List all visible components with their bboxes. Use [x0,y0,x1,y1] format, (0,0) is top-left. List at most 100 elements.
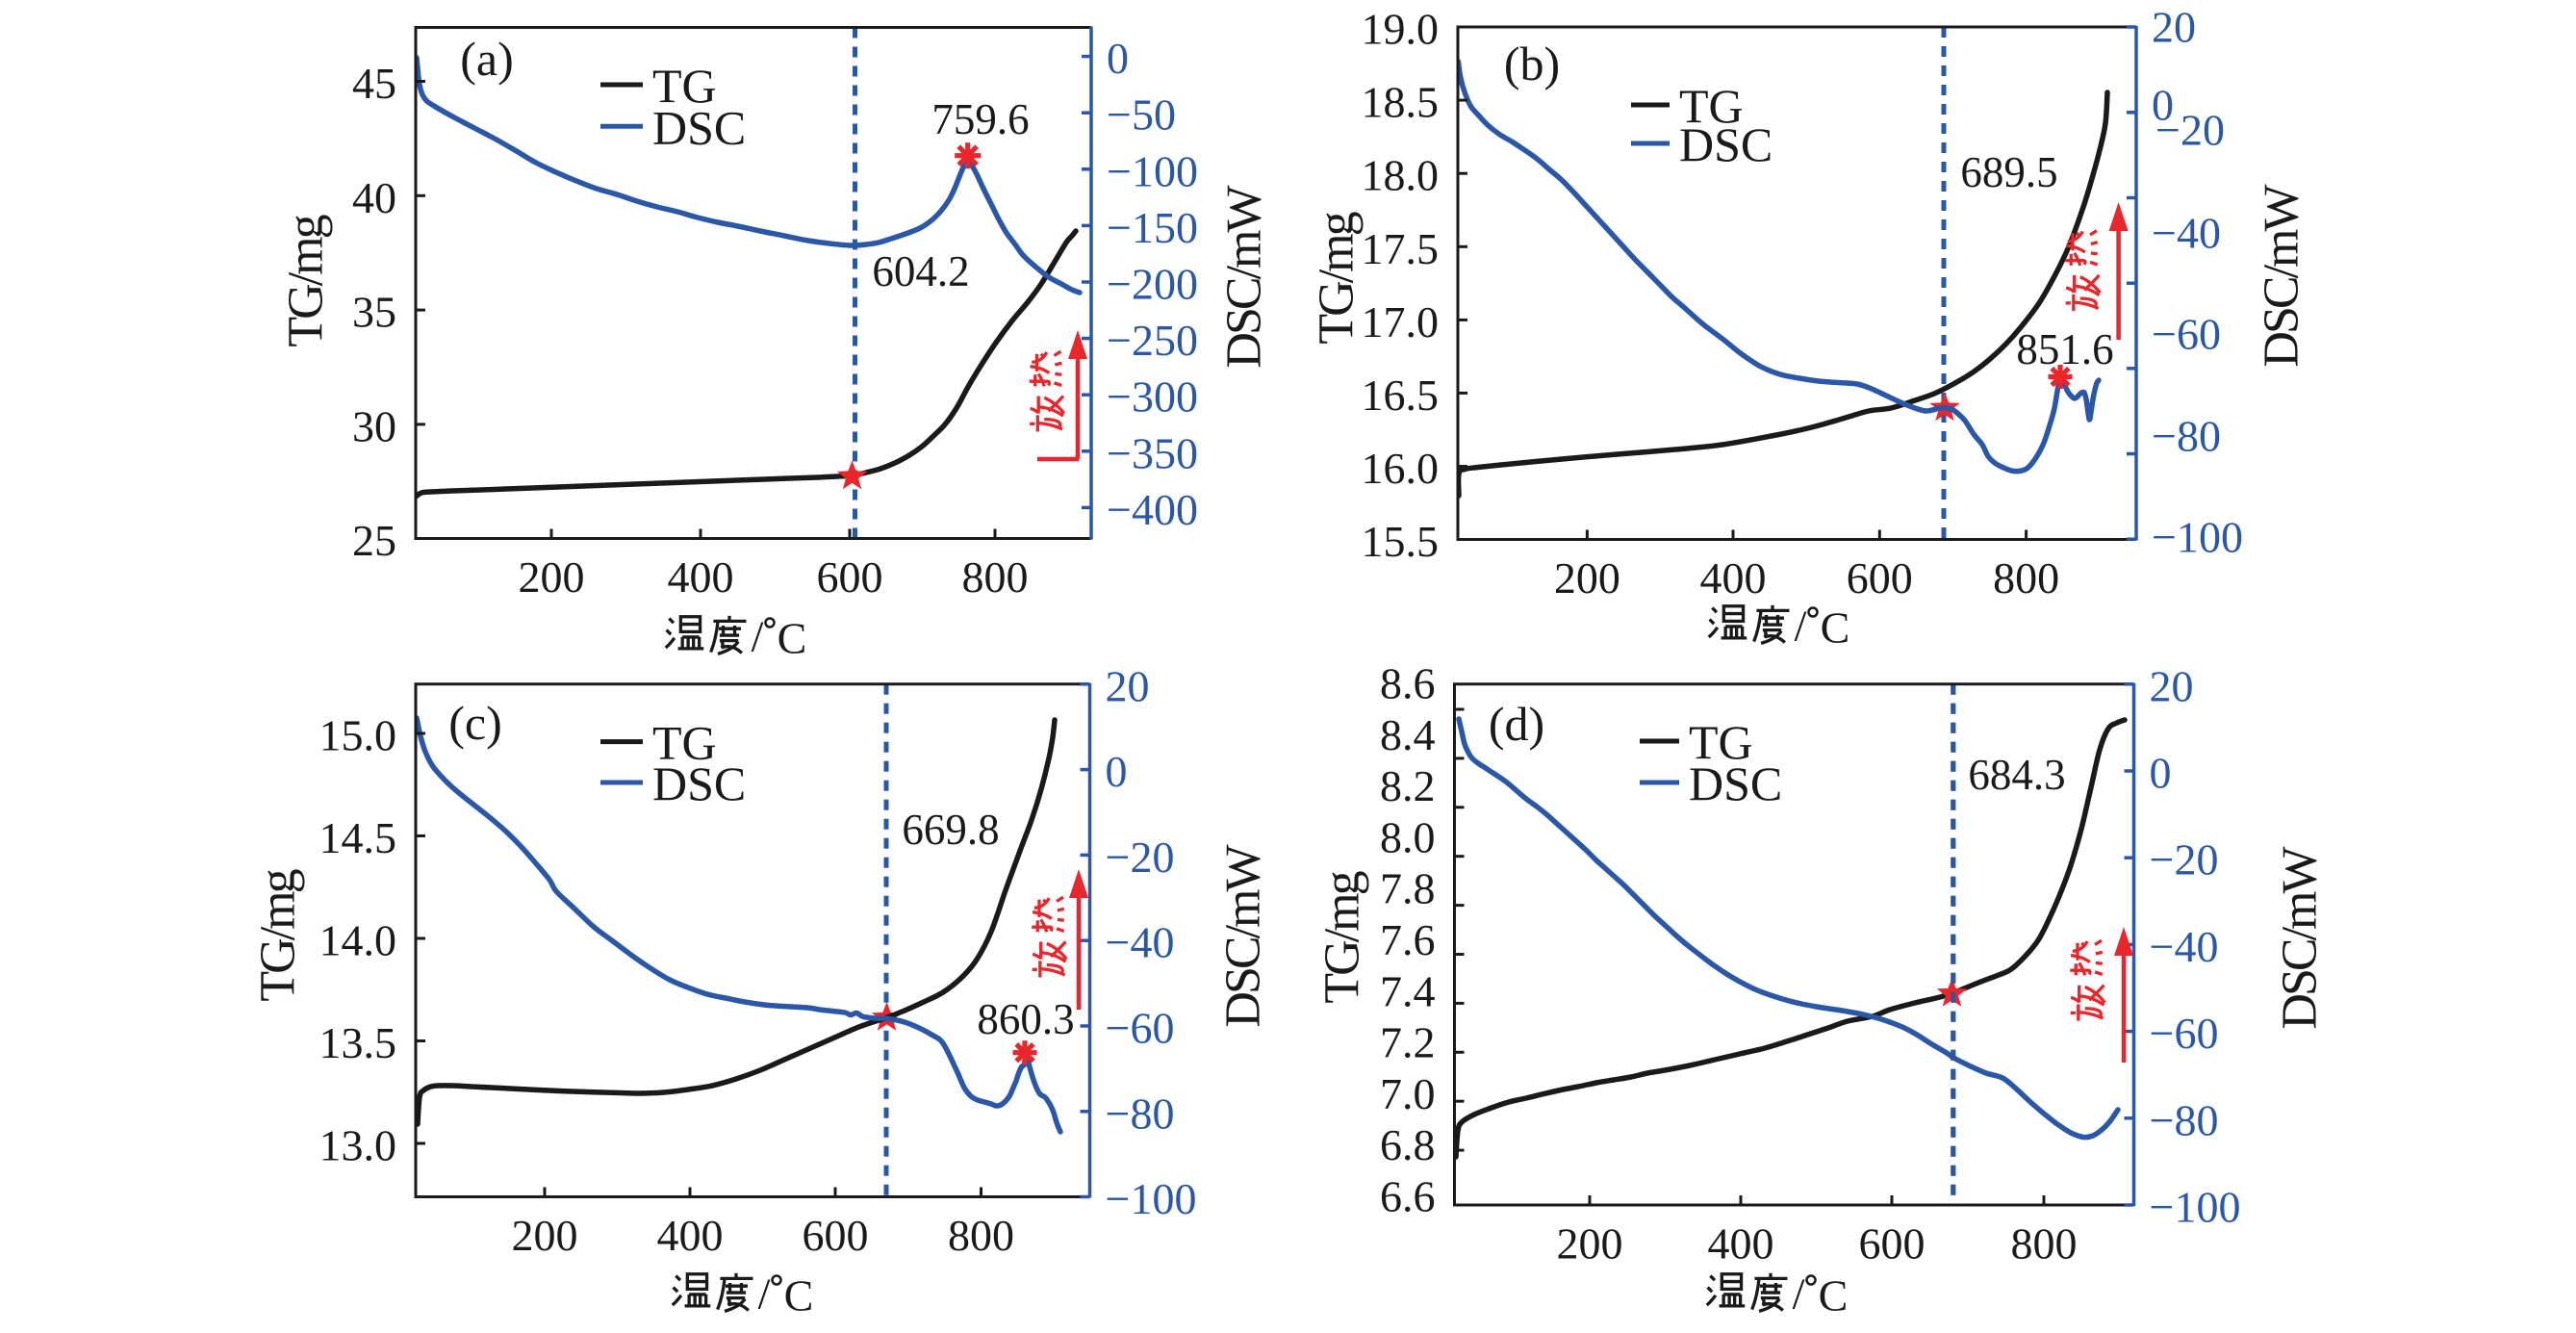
svg-text:0: 0 [1107,34,1129,83]
svg-text:800: 800 [2011,1219,2078,1269]
svg-text:8.4: 8.4 [1380,710,1436,759]
svg-text:6.8: 6.8 [1380,1120,1436,1169]
svg-text:400: 400 [1700,553,1767,602]
svg-text:DSC: DSC [1679,117,1773,171]
svg-text:(a): (a) [460,32,514,86]
svg-text:−200: −200 [1107,260,1198,309]
svg-text:DSC: DSC [652,100,746,154]
svg-text:−60: −60 [2150,1009,2219,1058]
svg-text:20: 20 [1106,661,1150,710]
svg-text:−40: −40 [2150,922,2219,971]
svg-text:−100: −100 [2150,1183,2241,1232]
svg-text:20: 20 [2150,661,2194,710]
svg-text:TG/mg: TG/mg [279,214,334,346]
svg-text:6.6: 6.6 [1380,1172,1436,1221]
svg-text:−400: −400 [1107,485,1198,534]
svg-text:TG/mg: TG/mg [251,868,306,1001]
svg-text:−60: −60 [1106,1004,1175,1053]
svg-text:−40: −40 [2152,209,2221,258]
svg-text:600: 600 [803,1211,869,1260]
svg-text:(c): (c) [448,696,502,750]
svg-text:(d): (d) [1489,697,1544,751]
svg-text:DSC/mW: DSC/mW [1217,186,1272,369]
svg-text:13.5: 13.5 [319,1018,397,1067]
svg-text:0: 0 [2152,81,2174,130]
svg-text:14.5: 14.5 [319,813,397,862]
svg-text:18.5: 18.5 [1362,78,1440,127]
svg-text:TG: TG [1689,715,1753,769]
svg-text:40: 40 [352,173,396,222]
svg-text:400: 400 [1708,1219,1774,1269]
svg-text:18.0: 18.0 [1362,151,1440,200]
svg-text:C: C [778,614,807,663]
svg-text:16.5: 16.5 [1362,371,1440,420]
svg-text:200: 200 [512,1211,578,1260]
svg-text:0: 0 [1106,747,1128,796]
svg-text:−50: −50 [1107,90,1176,140]
svg-text:−20: −20 [2155,106,2225,155]
svg-text:DSC/mW: DSC/mW [2273,847,2328,1030]
svg-text:600: 600 [817,552,883,602]
svg-text:−100: −100 [1107,146,1198,195]
svg-text:689.5: 689.5 [1960,148,2057,196]
svg-text:(b): (b) [1504,37,1560,90]
svg-text:16.0: 16.0 [1362,444,1440,493]
svg-text:19.0: 19.0 [1362,5,1440,54]
svg-text:C: C [1819,1271,1849,1320]
svg-text:0: 0 [2150,749,2172,798]
svg-text:TG/mg: TG/mg [1310,211,1365,344]
svg-text:20: 20 [2152,3,2196,52]
svg-text:C: C [1821,603,1850,653]
svg-text:−100: −100 [1106,1174,1197,1223]
svg-text:14.0: 14.0 [319,916,397,965]
svg-text:30: 30 [352,401,396,450]
svg-text:669.8: 669.8 [902,806,999,854]
svg-text:TG: TG [1679,79,1744,133]
svg-text:800: 800 [948,1211,1014,1260]
svg-text:600: 600 [1859,1219,1926,1269]
svg-text:200: 200 [519,552,585,602]
svg-text:7.0: 7.0 [1380,1069,1436,1118]
svg-text:DSC: DSC [652,756,746,810]
svg-text:−20: −20 [1106,833,1175,882]
svg-text:7.6: 7.6 [1380,915,1436,964]
svg-text:DSC/mW: DSC/mW [1216,845,1271,1028]
svg-text:7.4: 7.4 [1380,966,1436,1015]
svg-text:200: 200 [1554,553,1620,602]
svg-text:−150: −150 [1107,203,1198,252]
svg-text:TG/mg: TG/mg [1315,870,1370,1003]
svg-text:−60: −60 [2152,310,2221,359]
svg-text:851.6: 851.6 [2016,325,2113,373]
svg-text:8.0: 8.0 [1380,812,1436,861]
svg-text:15.0: 15.0 [319,711,397,760]
svg-text:−250: −250 [1107,316,1198,365]
svg-text:13.0: 13.0 [319,1121,397,1170]
svg-text:8.6: 8.6 [1380,659,1436,708]
svg-text:7.8: 7.8 [1380,864,1436,913]
svg-text:800: 800 [962,552,1029,602]
svg-text:−80: −80 [2150,1095,2219,1144]
svg-text:15.5: 15.5 [1362,517,1440,566]
svg-text:25: 25 [352,516,396,565]
svg-text:400: 400 [668,552,734,602]
svg-text:−100: −100 [2152,513,2243,562]
svg-text:35: 35 [352,288,396,337]
svg-text:−40: −40 [1106,918,1175,967]
svg-text:−300: −300 [1107,372,1198,422]
svg-text:/: / [752,612,764,661]
svg-text:C: C [784,1271,814,1320]
svg-text:200: 200 [1557,1219,1623,1269]
svg-text:−20: −20 [2150,835,2219,884]
svg-text:17.0: 17.0 [1362,297,1440,346]
svg-text:/: / [1795,602,1807,651]
svg-text:TG: TG [652,59,717,113]
svg-text:TG: TG [652,716,717,770]
svg-text:800: 800 [1993,553,2059,602]
svg-text:−80: −80 [2152,412,2221,461]
svg-text:DSC/mW: DSC/mW [2255,185,2309,368]
svg-text:400: 400 [657,1211,724,1260]
svg-text:/: / [1793,1269,1805,1319]
svg-text:45: 45 [352,59,396,108]
svg-text:759.6: 759.6 [931,95,1029,143]
svg-text:604.2: 604.2 [872,247,969,295]
